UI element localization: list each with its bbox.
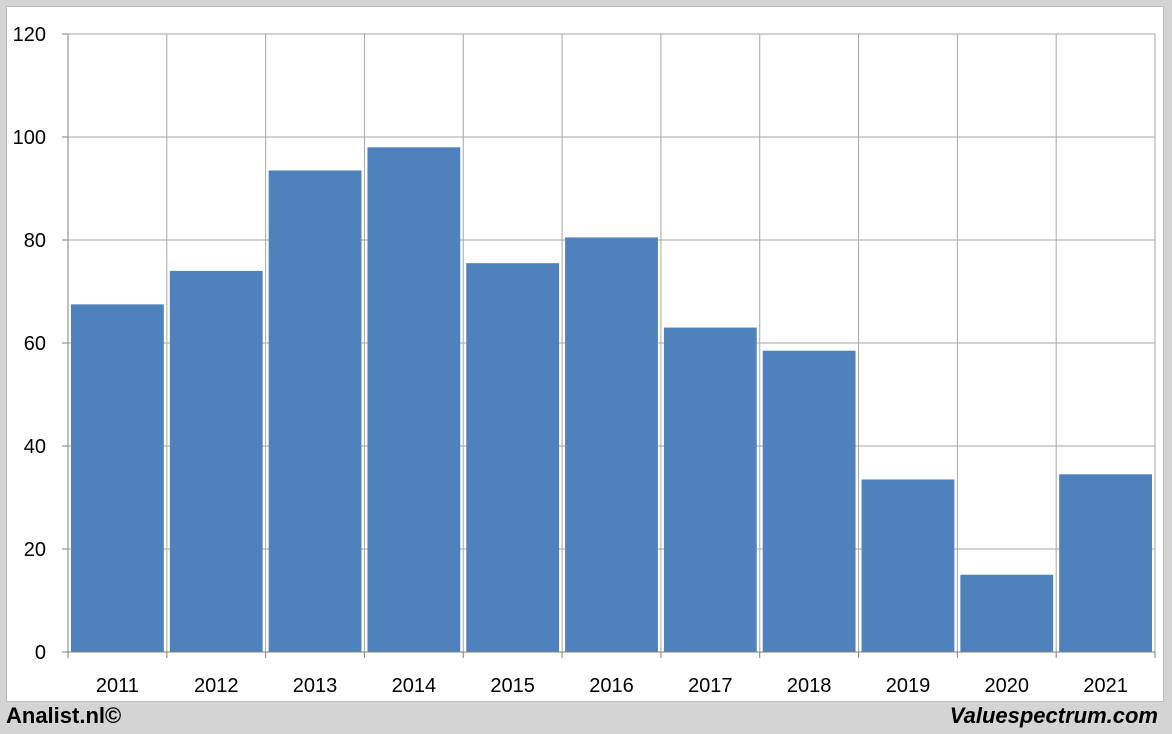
bar-2014 bbox=[367, 147, 461, 653]
y-tick-label: 60 bbox=[24, 333, 46, 355]
x-tick-label: 2014 bbox=[392, 675, 437, 697]
bar-2020 bbox=[960, 574, 1054, 652]
bar-2017 bbox=[663, 327, 757, 652]
x-tick-label: 2011 bbox=[96, 675, 139, 697]
y-tick-label: 100 bbox=[13, 127, 46, 149]
x-tick-label: 2019 bbox=[886, 675, 931, 697]
y-tick-label: 80 bbox=[24, 230, 46, 252]
y-tick-label: 20 bbox=[24, 539, 46, 561]
source-credit: Analist.nl© bbox=[6, 703, 122, 728]
x-tick-label: 2020 bbox=[985, 675, 1030, 697]
bar-2019 bbox=[861, 479, 955, 652]
x-tick-label: 2015 bbox=[490, 675, 535, 697]
y-tick-label: 40 bbox=[24, 436, 46, 458]
bar-2018 bbox=[762, 350, 856, 652]
bar-2012 bbox=[169, 270, 263, 652]
site-credit: Valuespectrum.com bbox=[949, 703, 1158, 728]
x-tick-label: 2013 bbox=[293, 675, 338, 697]
y-tick-label: 120 bbox=[13, 24, 46, 46]
bar-2015 bbox=[466, 263, 560, 652]
bar-2013 bbox=[268, 170, 362, 652]
bar-2016 bbox=[565, 237, 658, 653]
y-tick-label: 0 bbox=[35, 642, 46, 664]
bar-2011 bbox=[71, 304, 164, 652]
x-tick-label: 2016 bbox=[589, 675, 634, 697]
bars bbox=[71, 147, 1152, 653]
x-tick-label: 2018 bbox=[787, 675, 832, 697]
axes bbox=[62, 33, 1156, 658]
x-tick-label: 2017 bbox=[688, 675, 733, 697]
bar-2021 bbox=[1059, 474, 1152, 652]
x-tick-label: 2021 bbox=[1083, 675, 1128, 697]
x-tick-label: 2012 bbox=[194, 675, 239, 697]
tick-labels: 0 20 40 60 80 100 120 2011 2012 2013 2014 2015 2016 2… bbox=[13, 24, 1128, 697]
